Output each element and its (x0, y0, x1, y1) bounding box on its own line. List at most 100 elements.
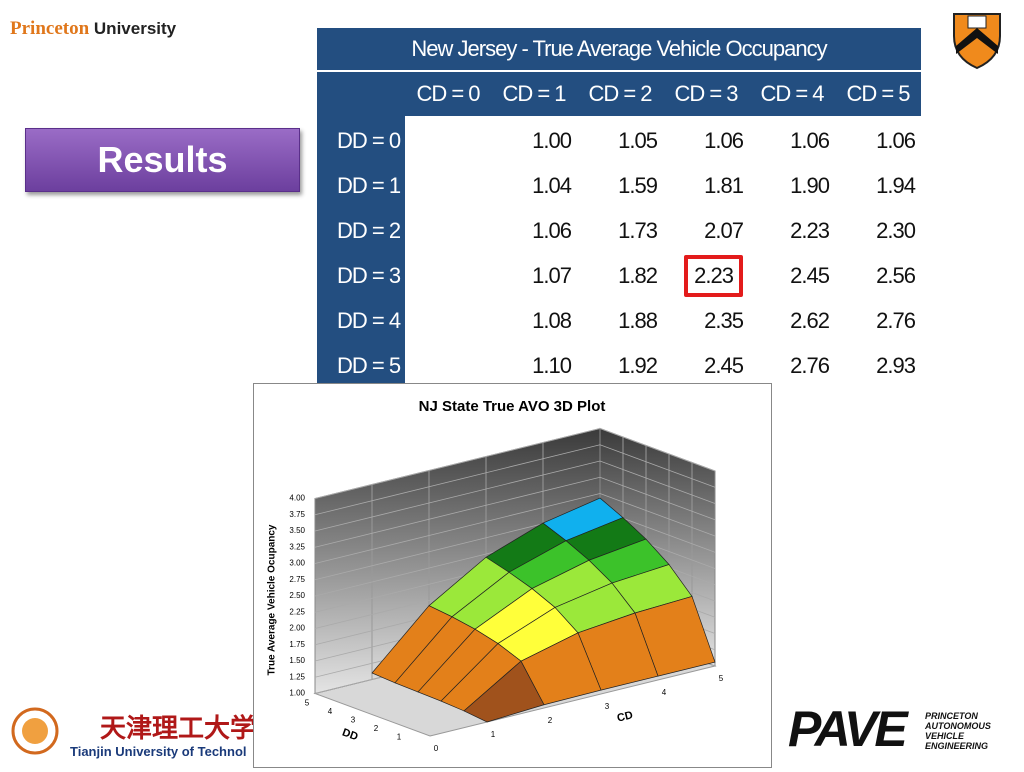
x-tick-label: 0 (434, 744, 439, 753)
x-tick-label: 2 (548, 716, 553, 725)
chart-panel: NJ State True AVO 3D Plot 1.00 1.25 1.50 1.7… (253, 383, 772, 768)
table-cell: 1.59 (577, 163, 663, 208)
header-row (317, 72, 921, 116)
column-header: CD = 4 (760, 81, 824, 106)
table-cell: 1.88 (577, 298, 663, 343)
cell-value: 1.06 (704, 127, 744, 153)
table-cell: 1.73 (577, 208, 663, 253)
cell-value: 1.06 (876, 127, 916, 153)
row-label: DD = 3 (337, 262, 401, 288)
table-cell: 1.06 (835, 118, 921, 163)
table-cell: 1.82 (577, 253, 663, 298)
cell-value: 1.05 (618, 127, 658, 153)
tianjin-cn: 天津理工大学 (100, 714, 257, 744)
grid-line (314, 428, 716, 499)
table-cell: 2.76 (749, 343, 835, 388)
table-cell: 2.62 (749, 298, 835, 343)
y-tick-label: 2.50 (289, 591, 305, 600)
column-header: CD = 0 (416, 81, 480, 106)
x-axis-label: CD (616, 709, 634, 725)
y-tick-label: 1.75 (289, 640, 305, 649)
z-tick-label: 2 (374, 724, 379, 733)
table-cell: 1.08 (491, 298, 577, 343)
brand-second: University (93, 19, 177, 38)
y-tick-label: 1.50 (289, 656, 305, 665)
table-cell: 2.45 (749, 253, 835, 298)
cell-value: 1.90 (790, 172, 830, 198)
table-cell: 1.10 (491, 343, 577, 388)
table-cell: 2.23 (663, 253, 749, 298)
pave-line: VEHICLE (925, 731, 965, 741)
table-cell: 1.07 (491, 253, 577, 298)
cell-value: 1.06 (790, 127, 830, 153)
grid-line (314, 444, 716, 516)
table-cell: 1.81 (663, 163, 749, 208)
y-tick-label: 3.50 (289, 526, 305, 535)
y-tick-label: 4.00 (289, 494, 305, 503)
y-tick-label: 2.75 (289, 575, 305, 584)
table-cell: 1.92 (577, 343, 663, 388)
grid-line (314, 460, 716, 532)
row-label: DD = 4 (337, 307, 401, 333)
y-tick-label: 3.00 (289, 559, 305, 568)
pave-text: PRINCETON AUTONOMOUS VEHICLE ENGINEERING (925, 711, 991, 751)
row-label: DD = 2 (337, 217, 401, 243)
cell-value: 1.92 (618, 352, 658, 378)
row-label-column (317, 72, 405, 385)
row-label: DD = 5 (337, 352, 401, 378)
row-label: DD = 0 (337, 127, 401, 153)
chart-title: NJ State True AVO 3D Plot (419, 398, 606, 415)
row-label: DD = 1 (337, 172, 401, 198)
table-cell: 2.45 (663, 343, 749, 388)
cell-value: 2.35 (704, 307, 744, 333)
column-header: CD = 5 (846, 81, 910, 106)
tianjin-en: Tianjin University of Technol (70, 744, 247, 759)
cell-value: 1.10 (532, 352, 572, 378)
cell-value: 1.07 (532, 262, 572, 288)
table-cell: 2.56 (835, 253, 921, 298)
y-tick-label: 2.00 (289, 624, 305, 633)
y-tick-label: 1.00 (289, 689, 305, 698)
z-tick-label: 1 (397, 733, 402, 742)
cell-value: 1.00 (532, 127, 572, 153)
cell-value: 2.62 (790, 307, 830, 333)
cell-value: 2.76 (790, 352, 830, 378)
cell-value: 1.06 (532, 217, 572, 243)
cell-value: 1.59 (618, 172, 658, 198)
chart: NJ State True AVO 3D Plot 1.00 1.25 1.50 1.7… (267, 398, 724, 753)
y-tick-label: 1.25 (289, 672, 305, 681)
highlighted-cell-value: 2.23 (684, 254, 743, 297)
cell-value: 1.81 (704, 172, 744, 198)
cell-value: 1.94 (876, 172, 916, 198)
y-tick-label: 3.25 (289, 542, 305, 551)
pave-line: PRINCETON (925, 711, 978, 721)
table-cell: 2.30 (835, 208, 921, 253)
table-cell: 1.90 (749, 163, 835, 208)
table-cell: 2.93 (835, 343, 921, 388)
table-cell: 2.23 (749, 208, 835, 253)
table-cell: 1.06 (749, 118, 835, 163)
cell-value: 1.88 (618, 307, 658, 333)
y-tick-label: 3.75 (289, 510, 305, 519)
cell-value: 2.76 (876, 307, 916, 333)
tianjin-seal (11, 707, 59, 755)
cell-value: 2.07 (704, 217, 744, 243)
z-tick-label: 4 (328, 707, 333, 716)
x-tick-label: 1 (491, 730, 496, 739)
table-cell: 1.00 (491, 118, 577, 163)
cell-value: 2.30 (876, 217, 916, 243)
cell-value: 2.23 (790, 217, 830, 243)
table-cell: 2.76 (835, 298, 921, 343)
column-header: CD = 3 (674, 81, 738, 106)
section-button[interactable]: Results (25, 128, 300, 192)
pave-line: AUTONOMOUS (925, 721, 991, 731)
table-cell: 1.06 (491, 208, 577, 253)
y-axis-label: True Average Vehicle Ocupancy (267, 524, 278, 675)
x-tick-label: 5 (719, 674, 724, 683)
cell-value: 1.08 (532, 307, 572, 333)
cell-value: 1.82 (618, 262, 658, 288)
grid-line (314, 493, 716, 564)
y-tick-label: 2.25 (289, 607, 305, 616)
column-header: CD = 2 (588, 81, 652, 106)
